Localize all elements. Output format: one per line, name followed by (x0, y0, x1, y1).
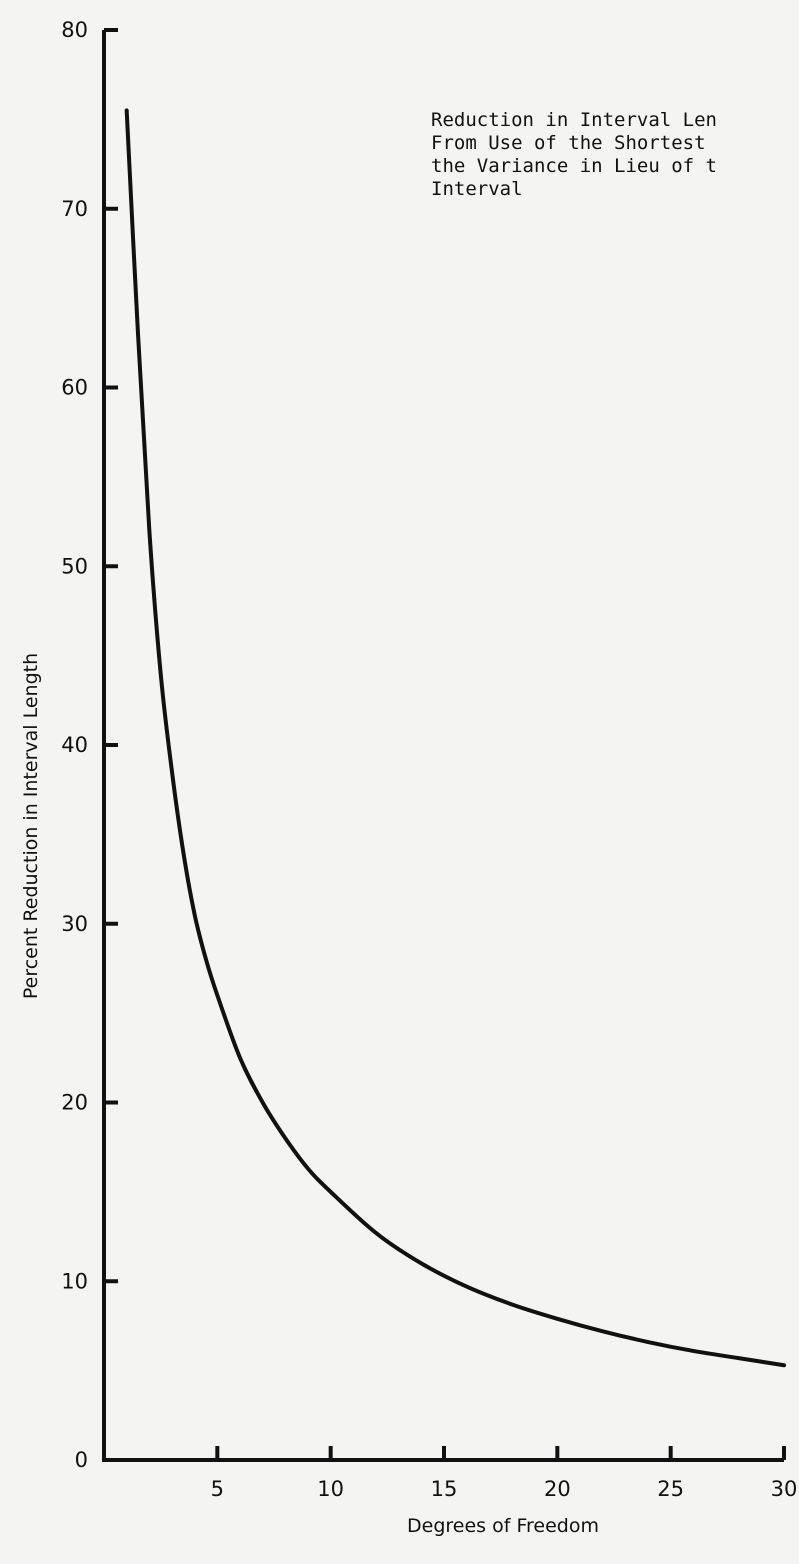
x-axis-ticks: 5 10 15 20 25 30 (211, 1446, 798, 1501)
chart-title-line-3: the Variance in Lieu of t (431, 155, 717, 177)
x-tick-label: 20 (544, 1477, 571, 1501)
y-tick-label: 20 (61, 1091, 88, 1115)
x-tick-label: 25 (657, 1477, 684, 1501)
x-axis-title: Degrees of Freedom (407, 1515, 599, 1537)
y-tick-label: 60 (61, 376, 88, 400)
y-tick-label: 30 (61, 912, 88, 936)
y-axis-title: Percent Reduction in Interval Length (20, 653, 42, 999)
chart-title-line-2: From Use of the Shortest (431, 132, 706, 154)
title-block: Reduction in Interval Len From Use of th… (431, 109, 717, 200)
x-tick-label: 10 (317, 1477, 344, 1501)
y-tick-label: 0 (75, 1448, 88, 1472)
chart-title-line-1: Reduction in Interval Len (431, 109, 717, 131)
y-tick-label: 70 (61, 197, 88, 221)
chart-title-line-4: Interval (431, 178, 523, 200)
y-axis-ticks: 0 10 20 30 40 50 60 70 80 (61, 18, 118, 1472)
series-line (124, 108, 786, 1368)
x-tick-label: 30 (771, 1477, 798, 1501)
x-tick-label: 15 (431, 1477, 458, 1501)
y-tick-label: 50 (61, 554, 88, 578)
y-tick-label: 40 (61, 733, 88, 757)
x-tick-label: 5 (211, 1477, 224, 1501)
y-tick-label: 80 (61, 18, 88, 42)
y-tick-label: 10 (61, 1269, 88, 1293)
